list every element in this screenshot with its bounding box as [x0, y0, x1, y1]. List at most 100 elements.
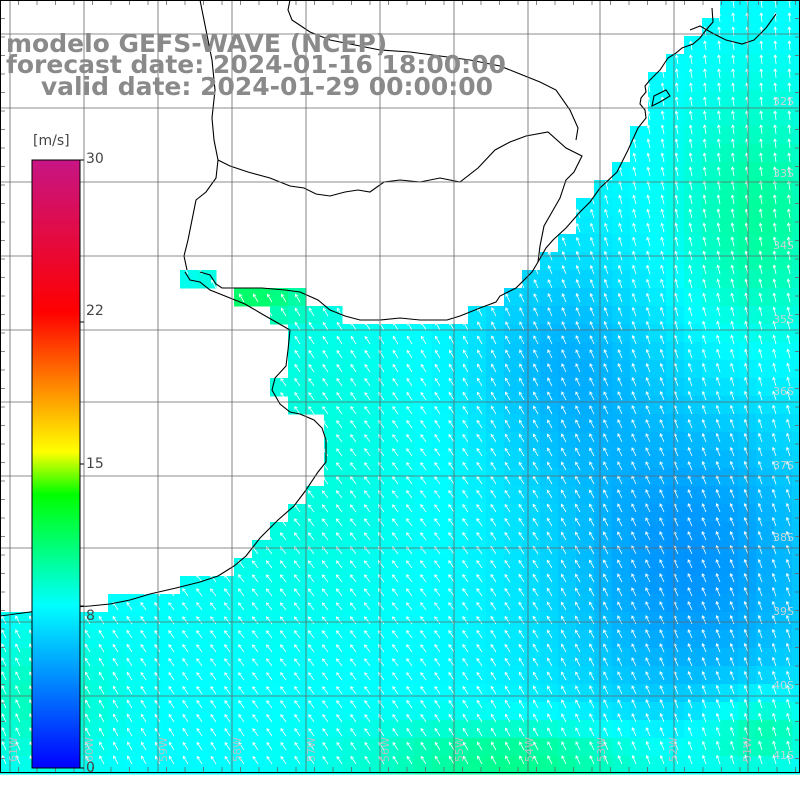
wind-arrow	[1, 643, 7, 653]
wind-arrow	[631, 489, 637, 499]
wind-cell	[612, 594, 631, 613]
wind-arrow	[364, 335, 371, 345]
wind-arrow	[182, 741, 189, 751]
wind-cell	[450, 612, 469, 631]
wind-arrow	[729, 418, 735, 429]
wind-arrow	[126, 643, 133, 653]
wind-cell	[684, 306, 703, 325]
wind-arrow	[336, 532, 343, 541]
wind-cell	[396, 342, 415, 361]
wind-cell	[234, 612, 253, 631]
wind-cell	[216, 702, 235, 721]
wind-cell	[522, 432, 541, 451]
wind-arrow	[645, 685, 651, 695]
wind-cell	[684, 432, 703, 451]
wind-arrow	[561, 643, 567, 653]
wind-arrow	[688, 320, 693, 331]
wind-arrow	[646, 208, 651, 219]
wind-arrow	[98, 601, 105, 611]
wind-cell	[756, 360, 775, 379]
wind-arrow	[744, 306, 749, 317]
wind-cell	[180, 720, 199, 739]
wind-arrow	[575, 699, 581, 709]
wind-cell	[432, 630, 451, 649]
wind-arrow	[646, 138, 651, 149]
wind-cell	[774, 90, 793, 109]
wind-cell	[396, 612, 415, 631]
wind-arrow	[702, 292, 707, 303]
wind-arrow	[631, 419, 637, 429]
wind-arrow	[532, 489, 539, 499]
wind-arrow	[140, 699, 147, 709]
wind-arrow	[238, 630, 245, 639]
wind-cell	[342, 432, 361, 451]
wind-cell	[756, 432, 775, 451]
wind-arrow	[519, 419, 525, 429]
wind-arrow	[491, 335, 497, 345]
wind-arrow	[730, 320, 735, 331]
wind-arrow	[491, 293, 497, 303]
wind-cell	[702, 630, 721, 649]
wind-arrow	[730, 236, 735, 247]
wind-arrow	[350, 741, 357, 751]
wind-arrow	[688, 180, 693, 191]
wind-arrow	[631, 727, 637, 737]
wind-cell	[486, 648, 505, 667]
wind-arrow	[406, 433, 413, 443]
wind-arrow	[364, 713, 371, 723]
wind-arrow	[631, 713, 637, 723]
wind-arrow	[717, 12, 722, 23]
wind-arrow	[786, 320, 791, 331]
wind-arrow	[589, 419, 595, 429]
wind-arrow	[308, 476, 315, 485]
wind-cell	[792, 396, 800, 415]
wind-arrow	[462, 615, 469, 625]
wind-arrow	[743, 432, 749, 443]
wind-arrow	[632, 180, 637, 191]
wind-cell	[612, 396, 631, 415]
wind-cell	[594, 720, 613, 739]
wind-arrow	[266, 741, 273, 751]
wind-arrow	[462, 391, 469, 401]
wind-arrow	[689, 82, 693, 93]
wind-arrow	[504, 517, 511, 527]
wind-arrow	[448, 377, 455, 387]
wind-cell	[108, 612, 127, 631]
wind-cell	[684, 180, 703, 199]
wind-cell	[360, 720, 379, 739]
wind-arrow	[743, 600, 749, 611]
wind-cell	[558, 468, 577, 487]
wind-cell	[738, 252, 757, 271]
wind-arrow	[126, 713, 133, 723]
wind-cell	[648, 594, 667, 613]
wind-arrow	[715, 572, 721, 583]
wind-cell	[684, 252, 703, 271]
wind-arrow	[660, 124, 665, 135]
wind-cell	[612, 486, 631, 505]
wind-cell	[720, 108, 739, 127]
wind-arrow	[575, 643, 581, 653]
wind-arrow	[687, 615, 693, 625]
wind-cell	[450, 630, 469, 649]
wind-arrow	[659, 712, 665, 723]
wind-arrow	[772, 726, 777, 737]
wind-arrow	[758, 348, 763, 359]
wind-arrow	[308, 630, 315, 639]
wind-arrow	[448, 447, 455, 457]
wind-arrow	[631, 671, 637, 681]
latitude-label: 35S	[773, 313, 794, 326]
wind-cell	[648, 198, 667, 217]
wind-arrow	[448, 671, 455, 681]
wind-arrow	[113, 755, 119, 765]
wind-arrow	[561, 713, 567, 723]
wind-arrow	[98, 643, 105, 653]
wind-cell	[702, 126, 721, 145]
wind-arrow	[140, 601, 147, 611]
wind-arrow	[99, 727, 105, 737]
wind-arrow	[364, 363, 371, 373]
wind-cell	[756, 234, 775, 253]
wind-arrow	[477, 377, 483, 387]
wind-arrow	[715, 502, 721, 513]
wind-cell	[720, 702, 739, 721]
wind-cell	[306, 702, 325, 721]
